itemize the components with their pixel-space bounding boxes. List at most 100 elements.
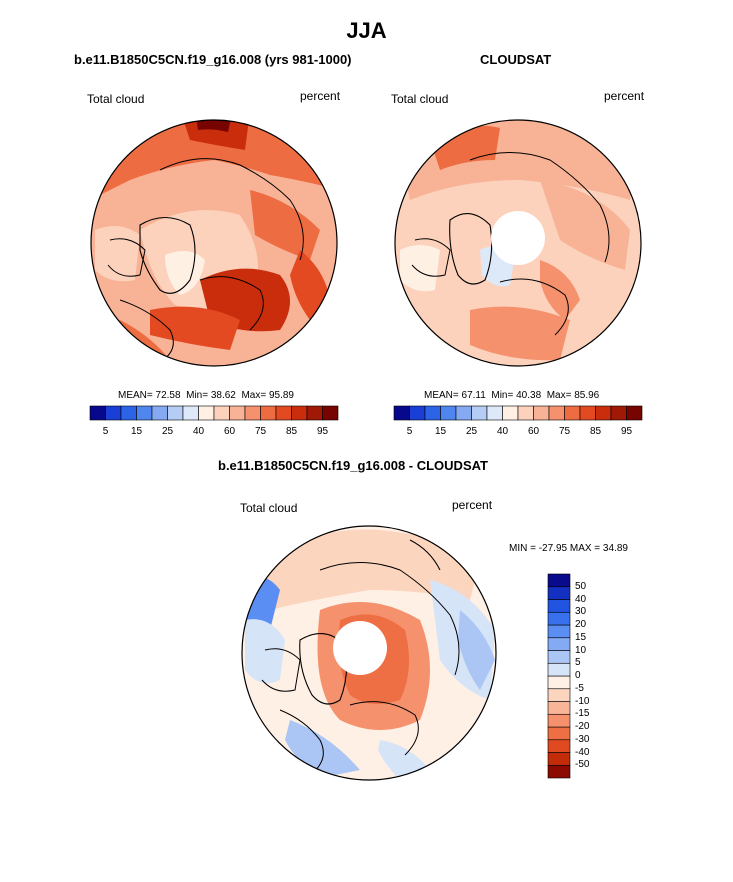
page-title: JJA bbox=[346, 18, 387, 43]
colorbar-swatch bbox=[440, 405, 457, 421]
colorbar-tick-label: 5 bbox=[102, 426, 109, 437]
colorbar-tick-label: -40 bbox=[575, 746, 590, 758]
map-2-cloudsat bbox=[394, 119, 642, 367]
colorbar-3 bbox=[547, 573, 571, 779]
panel-2-title: CLOUDSAT bbox=[480, 52, 552, 67]
panel-3-minmax: MIN = -27.95 MAX = 34.89 bbox=[509, 543, 628, 554]
colorbar-swatch bbox=[564, 405, 581, 421]
colorbar-swatch bbox=[486, 405, 503, 421]
colorbar-swatch bbox=[306, 405, 323, 421]
colorbar-swatch bbox=[626, 405, 643, 421]
panel-1-right-label: percent bbox=[300, 89, 341, 103]
panel-1-title: b.e11.B1850C5CN.f19_g16.008 (yrs 981-100… bbox=[74, 52, 352, 67]
colorbar-swatch bbox=[547, 726, 571, 741]
colorbar-swatch bbox=[322, 405, 339, 421]
colorbar-tick-label: 60 bbox=[223, 426, 236, 437]
colorbar-swatch bbox=[229, 405, 246, 421]
colorbar-tick-label: -5 bbox=[575, 682, 584, 694]
colorbar-swatch bbox=[260, 405, 277, 421]
colorbar-tick-label: 40 bbox=[192, 426, 205, 437]
colorbar-tick-label: -20 bbox=[575, 721, 590, 732]
colorbar-tick-label: -10 bbox=[575, 695, 590, 707]
colorbar-swatch bbox=[136, 405, 153, 421]
colorbar-tick-label: 15 bbox=[434, 426, 447, 437]
map-2-polar-gap bbox=[491, 211, 545, 265]
colorbar-swatch bbox=[547, 586, 571, 600]
colorbar-tick-label: 15 bbox=[575, 631, 587, 643]
colorbar-tick-label: 60 bbox=[527, 426, 540, 437]
colorbar-swatch bbox=[151, 405, 168, 421]
colorbar-swatch bbox=[533, 405, 550, 421]
colorbar-swatch bbox=[547, 701, 571, 715]
colorbar-tick-label: 5 bbox=[406, 426, 413, 437]
colorbar-swatch bbox=[502, 405, 519, 421]
map-3-polar-gap bbox=[333, 621, 387, 675]
colorbar-tick-label: -30 bbox=[575, 733, 590, 745]
panel-3-title: b.e11.B1850C5CN.f19_g16.008 - CLOUDSAT bbox=[218, 458, 488, 473]
colorbar-swatch bbox=[182, 405, 199, 421]
colorbar-swatch bbox=[547, 611, 571, 626]
colorbar-swatch bbox=[610, 405, 627, 421]
colorbar-swatch bbox=[579, 405, 596, 421]
map-1-model bbox=[90, 119, 338, 367]
colorbar-tick-label: 95 bbox=[316, 426, 329, 437]
colorbar-tick-label: 95 bbox=[620, 426, 633, 437]
colorbar-swatch bbox=[471, 405, 488, 421]
panel-1-left-label: Total cloud bbox=[87, 92, 145, 106]
colorbar-swatch bbox=[548, 405, 565, 421]
panel-2-stats: MEAN= 67.11 Min= 40.38 Max= 85.96 bbox=[424, 390, 600, 401]
colorbar-tick-label: 40 bbox=[575, 593, 587, 605]
colorbar-swatch bbox=[547, 650, 571, 664]
colorbar-swatch bbox=[198, 405, 215, 421]
colorbar-tick-label: 75 bbox=[254, 426, 267, 437]
colorbar-1 bbox=[89, 405, 339, 421]
panel-2-right-label: percent bbox=[604, 89, 645, 103]
colorbar-swatch bbox=[455, 405, 472, 421]
panel-2-left-label: Total cloud bbox=[391, 92, 449, 106]
panel-3-right-label: percent bbox=[452, 498, 493, 512]
colorbar-tick-label: 85 bbox=[285, 426, 298, 437]
colorbar-tick-label: -15 bbox=[575, 708, 590, 720]
colorbar-tick-label: 85 bbox=[589, 426, 602, 437]
colorbar-tick-label: -50 bbox=[575, 759, 590, 771]
colorbar-swatch bbox=[547, 624, 571, 639]
colorbar-swatch bbox=[595, 405, 612, 421]
colorbar-swatch bbox=[291, 405, 308, 421]
colorbar-swatch bbox=[89, 405, 106, 421]
colorbar-swatch bbox=[424, 405, 441, 421]
colorbar-swatch bbox=[547, 713, 571, 728]
colorbar-tick-label: 15 bbox=[130, 426, 143, 437]
colorbar-tick-label: 40 bbox=[496, 426, 509, 437]
colorbar-swatch bbox=[547, 739, 571, 753]
colorbar-tick-label: 10 bbox=[575, 644, 587, 656]
colorbar-swatch bbox=[244, 405, 261, 421]
colorbar-swatch bbox=[105, 405, 122, 421]
colorbar-swatch bbox=[547, 675, 571, 690]
colorbar-swatch bbox=[547, 637, 571, 651]
colorbar-swatch bbox=[393, 405, 410, 421]
colorbar-swatch bbox=[547, 599, 571, 613]
colorbar-swatch bbox=[213, 405, 230, 421]
colorbar-tick-label: 30 bbox=[575, 606, 587, 618]
colorbar-tick-label: 25 bbox=[161, 426, 174, 437]
colorbar-swatch bbox=[167, 405, 184, 421]
colorbar-swatch bbox=[275, 405, 292, 421]
colorbar-swatch bbox=[517, 405, 534, 421]
colorbar-swatch bbox=[120, 405, 137, 421]
map-3-difference bbox=[241, 525, 497, 781]
panel-3-left-label: Total cloud bbox=[240, 501, 298, 515]
colorbar-swatch bbox=[547, 688, 571, 702]
colorbar-tick-label: 75 bbox=[558, 426, 571, 437]
colorbar-swatch bbox=[547, 764, 571, 779]
colorbar-tick-label: 5 bbox=[575, 657, 581, 669]
colorbar-swatch bbox=[409, 405, 426, 421]
colorbar-swatch bbox=[547, 573, 571, 588]
colorbar-2 bbox=[393, 405, 643, 421]
colorbar-tick-label: 50 bbox=[575, 580, 587, 592]
panel-1-stats: MEAN= 72.58 Min= 38.62 Max= 95.89 bbox=[118, 390, 294, 401]
colorbar-tick-label: 25 bbox=[465, 426, 478, 437]
colorbar-swatch bbox=[547, 752, 571, 766]
colorbar-tick-label: 0 bbox=[575, 670, 581, 681]
colorbar-swatch bbox=[547, 662, 571, 677]
